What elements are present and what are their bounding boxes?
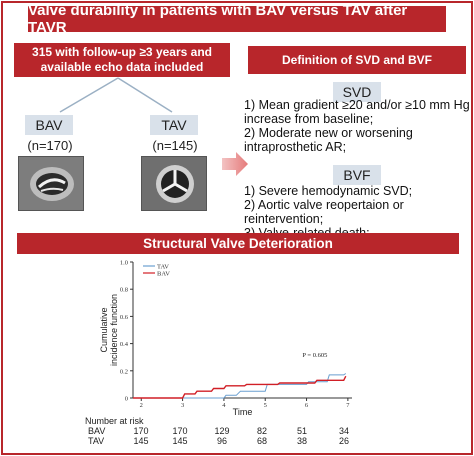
svd-line-1: 1) Mean gradient ≥20 and/or ≥10 mm Hg: [244, 98, 470, 112]
risk-cell: 170: [172, 426, 188, 436]
x-axis-label: Time: [233, 407, 253, 417]
series-line-bav: [133, 375, 347, 399]
risk-cell: 129: [214, 426, 230, 436]
risk-cell: 26: [338, 436, 349, 446]
p-value-annotation: P = 0.605: [302, 352, 327, 359]
y-tick-label: 1.0: [120, 260, 128, 267]
bav-tag: BAV: [25, 115, 73, 135]
risk-cell: 68: [256, 436, 267, 446]
legend-label-bav: BAV: [157, 271, 170, 278]
risk-cell: 96: [216, 436, 227, 446]
x-tick-label: 6: [305, 402, 309, 409]
risk-cell: 170: [133, 426, 149, 436]
figure-title: Valve durability in patients with BAV ve…: [28, 2, 446, 36]
y-tick-label: 0.6: [120, 314, 129, 321]
y-tick-label: 0.4: [120, 341, 129, 348]
connector-to-tav: [117, 77, 173, 113]
risk-cell: 38: [296, 436, 307, 446]
tav-count: (n=145): [152, 138, 198, 153]
risk-cell: 82: [256, 426, 267, 436]
bav-count: (n=170): [27, 138, 73, 153]
definition-box: Definition of SVD and BVF: [248, 46, 466, 74]
y-axis-label-line-2: incidence function: [109, 294, 119, 366]
x-tick-label: 5: [264, 402, 267, 409]
tav-tag: TAV: [150, 115, 198, 135]
connector-to-bav: [59, 77, 119, 113]
tav-echo-image: [141, 156, 207, 211]
risk-cell: 51: [296, 426, 307, 436]
risk-row-label-bav: BAV: [88, 426, 106, 436]
y-tick-label: 0: [125, 396, 128, 403]
section-title: Structural Valve Deterioration: [17, 233, 459, 254]
bvf-line-2: 2) Aortic valve reopertaion or reinterve…: [244, 198, 404, 226]
risk-cell: 34: [338, 426, 349, 436]
cohort-line-2: available echo data included: [40, 60, 204, 74]
svd-line-2: increase from baseline;: [244, 112, 374, 126]
y-tick-label: 0.8: [120, 287, 128, 294]
cohort-box: 315 with follow-up ≥3 years and availabl…: [14, 43, 230, 77]
y-axis-label-line-1: Cumulative: [99, 307, 109, 352]
right-arrow-icon: [222, 152, 248, 176]
cohort-line-1: 315 with follow-up ≥3 years and: [32, 45, 212, 59]
svd-tag: SVD: [333, 82, 381, 102]
y-tick-label: 0.2: [120, 368, 128, 375]
legend-label-tav: TAV: [157, 264, 169, 271]
x-tick-label: 3: [181, 402, 184, 409]
x-tick-label: 4: [222, 402, 226, 409]
bvf-line-1: 1) Severe hemodynamic SVD;: [244, 184, 413, 198]
risk-cell: 145: [172, 436, 188, 446]
bav-echo-image: [18, 156, 84, 211]
svd-line-4: intraprosthetic AR;: [244, 140, 347, 154]
risk-table-header: Number at risk: [85, 416, 144, 426]
x-tick-label: 2: [140, 402, 143, 409]
svd-line-3: 2) Moderate new or worsening: [244, 126, 413, 140]
x-tick-label: 7: [346, 402, 350, 409]
risk-cell: 145: [133, 436, 149, 446]
bvf-tag: BVF: [333, 165, 381, 185]
risk-row-label-tav: TAV: [88, 436, 105, 446]
svd-definition: 1) Mean gradient ≥20 and/or ≥10 mm Hg in…: [244, 98, 470, 154]
